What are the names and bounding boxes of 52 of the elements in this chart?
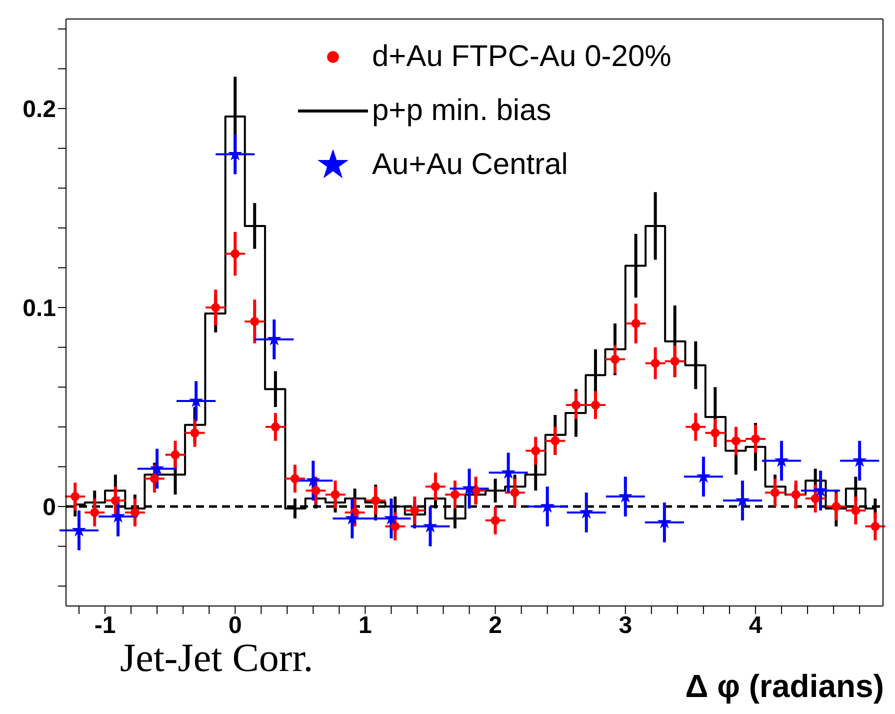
point [150, 474, 159, 484]
point [650, 358, 660, 368]
y-tick-label: 0 [42, 494, 56, 522]
x-tick-label: 4 [748, 612, 763, 640]
point [450, 490, 460, 500]
point [230, 249, 240, 258]
point [250, 316, 260, 326]
point [691, 422, 700, 432]
point [311, 486, 320, 496]
point [490, 516, 500, 525]
point [510, 488, 520, 498]
point [110, 496, 120, 506]
point [851, 506, 860, 515]
point [531, 446, 540, 456]
point [330, 490, 340, 500]
point [390, 522, 400, 531]
point [832, 502, 841, 512]
point [731, 436, 741, 446]
x-tick-label: 1 [358, 612, 372, 640]
point [791, 490, 800, 500]
legend-label: Au+Au Central [372, 148, 568, 182]
point [130, 508, 140, 517]
point [770, 488, 780, 498]
point [410, 506, 420, 515]
point [371, 496, 380, 506]
point [550, 436, 560, 446]
point [810, 494, 820, 504]
point [190, 428, 200, 438]
x-axis-title: Δ φ (radians) [685, 668, 884, 705]
point [170, 450, 180, 460]
point [571, 400, 580, 410]
point [610, 354, 620, 364]
point [430, 482, 440, 492]
legend-label: p+p min. bias [372, 94, 552, 128]
point [870, 522, 880, 531]
point [70, 492, 80, 502]
point [290, 474, 300, 484]
x-tick-label: 2 [488, 612, 502, 640]
x-tick-label: -1 [94, 612, 116, 640]
point [345, 510, 360, 525]
point [710, 428, 720, 438]
y-tick-label: 0.2 [22, 96, 56, 124]
point [211, 303, 220, 312]
point [270, 422, 280, 432]
point [90, 508, 100, 517]
point [670, 356, 680, 366]
point [631, 318, 640, 328]
x-tick-label: 3 [618, 612, 632, 640]
y-tick-label: 0.1 [22, 295, 56, 322]
point [590, 400, 600, 410]
point [750, 434, 760, 444]
legend-label: d+Au FTPC-Au 0-20% [372, 40, 672, 74]
